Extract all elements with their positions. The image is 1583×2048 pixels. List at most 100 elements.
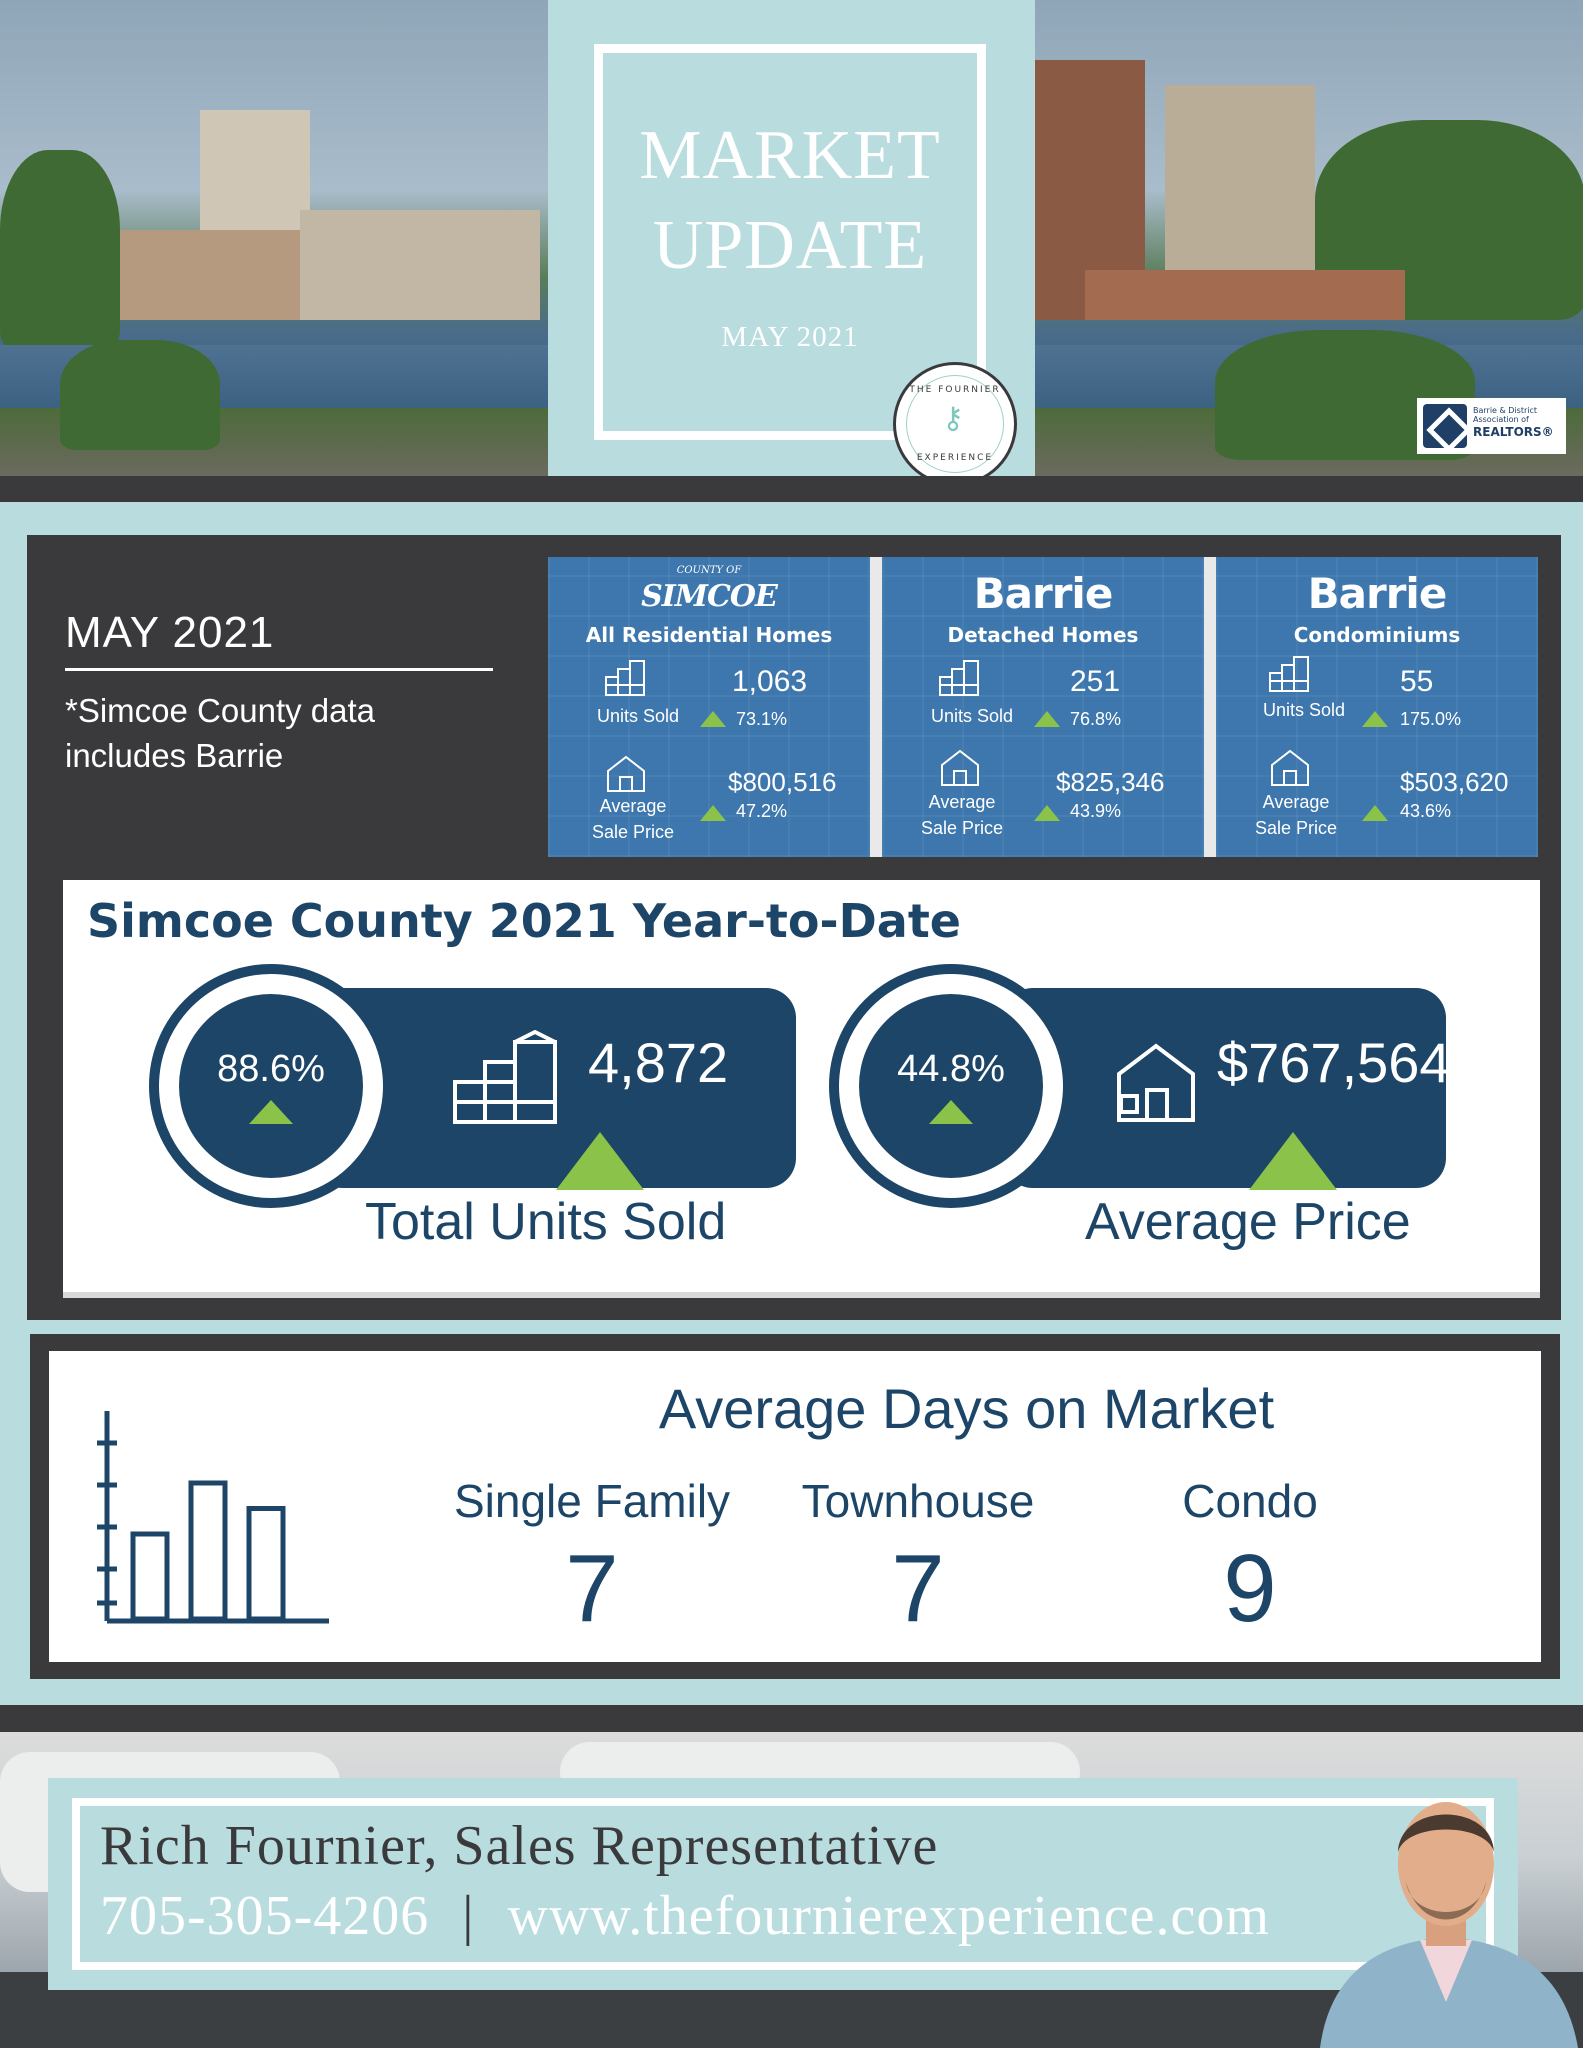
- units-change: 73.1%: [736, 709, 788, 729]
- dom-label: Single Family: [453, 1475, 731, 1527]
- price-label-line2: Sale Price: [920, 818, 1004, 838]
- agent-website[interactable]: www.thefournierexperience.com: [507, 1885, 1270, 1947]
- units-value: 251: [1070, 665, 1121, 698]
- up-triangle-icon: [700, 711, 726, 727]
- units-label: Units Sold: [596, 706, 680, 726]
- title-line-2: UPDATE: [652, 207, 928, 284]
- card-subtitle: Detached Homes: [947, 623, 1139, 647]
- units-label: Units Sold: [1262, 700, 1346, 720]
- price-label: Average Price: [1085, 1193, 1411, 1251]
- stat-cards: COUNTY OF SIMCOE All Residential Homes U…: [548, 557, 1546, 857]
- building-icon: [939, 660, 979, 696]
- dom-label: Condo: [1182, 1475, 1318, 1527]
- key-icon: ⚷: [942, 401, 964, 436]
- building-icon: [453, 1030, 557, 1124]
- up-triangle-icon: [1034, 711, 1060, 727]
- header: MARKET UPDATE MAY 2021 THE FOURNIER ⚷ EX…: [0, 0, 1583, 502]
- building-icon: [605, 660, 645, 696]
- fournier-seal-logo: THE FOURNIER ⚷ EXPERIENCE: [893, 362, 1017, 486]
- price-value: $767,564: [1217, 1031, 1451, 1094]
- footer-divider: [0, 1705, 1583, 1732]
- ytd-panel: Simcoe County 2021 Year-to-Date 88.6% 4,…: [63, 880, 1540, 1298]
- dom-condo: Condo 9: [1100, 1474, 1400, 1644]
- units-ring: 88.6%: [149, 964, 393, 1208]
- units-change: 175.0%: [1400, 709, 1462, 729]
- footer: Rich Fournier, Sales Representative 705-…: [0, 1732, 1583, 2048]
- card-subtitle: All Residential Homes: [585, 623, 833, 647]
- simcoe-logo: SIMCOE: [641, 579, 778, 614]
- agent-box: Rich Fournier, Sales Representative 705-…: [48, 1778, 1518, 1990]
- dom-value: 7: [891, 1535, 945, 1642]
- up-triangle-icon: [1362, 711, 1388, 727]
- title-date: MAY 2021: [721, 321, 859, 353]
- card-subtitle: Condominiums: [1293, 623, 1461, 647]
- price-label: Average Sale Price: [578, 793, 688, 845]
- bar-chart-icon: [97, 1411, 329, 1624]
- price-label: Average Sale Price: [902, 789, 1022, 841]
- house-icon: [1271, 749, 1309, 786]
- seal-inner-ring: [906, 375, 1004, 473]
- house-icon: [941, 749, 979, 786]
- card-brand-prefix: COUNTY OF: [676, 565, 742, 576]
- price-ring-inner: 44.8%: [859, 994, 1043, 1178]
- tower-building: [200, 110, 310, 250]
- price-label: Average Sale Price: [1236, 789, 1356, 841]
- summary-note: *Simcoe County data includes Barrie: [65, 692, 376, 774]
- card-barrie-detached: Barrie Detached Homes Units Sold 251 76.…: [882, 557, 1204, 857]
- contact-separator: |: [462, 1885, 475, 1947]
- units-pct: 88.6%: [217, 1048, 325, 1090]
- ytd-title: Simcoe County 2021 Year-to-Date: [87, 894, 961, 948]
- price-change: 43.6%: [1400, 801, 1452, 821]
- up-triangle-icon: [929, 1100, 973, 1124]
- summary-title: MAY 2021: [65, 608, 275, 657]
- summary-rule: [65, 668, 493, 671]
- house-icon: [607, 755, 645, 792]
- association-small-text: Barrie & District Association of: [1473, 406, 1538, 424]
- dom-townhouse: Townhouse 7: [768, 1474, 1068, 1644]
- title-panel: MARKET UPDATE MAY 2021 THE FOURNIER ⚷ EX…: [548, 0, 1035, 486]
- card-divider: [1204, 557, 1216, 857]
- price-label-line1: Average: [1262, 792, 1330, 812]
- units-value: 4,872: [588, 1031, 729, 1094]
- days-on-market-panel: [49, 1351, 1541, 1662]
- units-label: Units Sold: [930, 706, 1014, 726]
- units-change: 76.8%: [1070, 709, 1122, 729]
- units-value: 55: [1400, 665, 1434, 698]
- trees: [0, 150, 120, 350]
- downtown-buildings-2: [300, 210, 540, 320]
- barrie-logo: Barrie: [1307, 569, 1448, 618]
- dom-single-family: Single Family 7: [442, 1474, 742, 1644]
- price-change: 47.2%: [736, 801, 788, 821]
- association-big-text: REALTORS®: [1473, 425, 1554, 439]
- price-pct: 44.8%: [897, 1048, 1005, 1090]
- price-label-line2: Sale Price: [1254, 818, 1338, 838]
- price-band: [1003, 988, 1446, 1188]
- house-icon: [1117, 1043, 1195, 1122]
- price-label-line1: Average: [599, 796, 667, 816]
- agent-phone[interactable]: 705-305-4206: [100, 1885, 430, 1947]
- up-triangle-icon: [700, 805, 726, 821]
- seal-bottom-text: EXPERIENCE: [916, 453, 994, 463]
- card-divider: [870, 557, 882, 857]
- association-mark-icon: [1423, 404, 1467, 448]
- up-triangle-icon: [1034, 805, 1060, 821]
- price-value: $800,516: [728, 767, 837, 797]
- price-ring: 44.8%: [829, 964, 1073, 1208]
- price-value: $825,346: [1056, 767, 1165, 797]
- bar-chart-icon-bar: [246, 1506, 286, 1622]
- up-triangle-icon: [249, 1100, 293, 1124]
- dom-value: 7: [565, 1535, 619, 1642]
- seal-top-text: THE FOURNIER: [909, 385, 1001, 395]
- barrie-logo: Barrie: [973, 569, 1114, 618]
- header-divider: [0, 476, 1583, 502]
- trees: [60, 340, 220, 450]
- up-triangle-icon: [556, 1132, 644, 1190]
- card-barrie-condo: Barrie Condominiums Units Sold 55 175.0%…: [1216, 557, 1538, 857]
- bar-chart-icon-bar: [130, 1531, 170, 1622]
- agent-name: Rich Fournier, Sales Representative: [100, 1815, 939, 1877]
- building-icon: [1269, 656, 1309, 692]
- association-logo: Barrie & District Association of REALTOR…: [1417, 398, 1566, 454]
- up-triangle-icon: [1249, 1132, 1337, 1190]
- dom-label: Townhouse: [801, 1475, 1035, 1527]
- city-photo-right: [1035, 0, 1583, 476]
